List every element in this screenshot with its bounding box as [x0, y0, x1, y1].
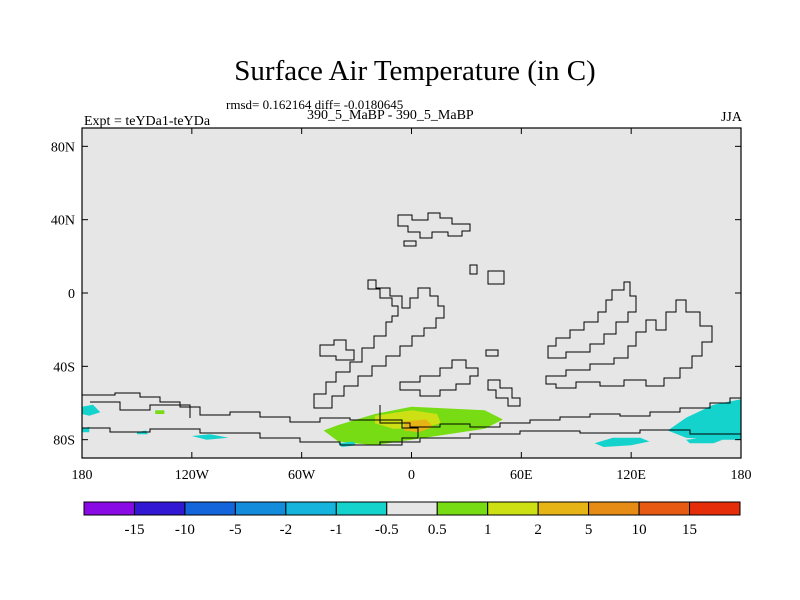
colorbar-label-4: -1: [330, 522, 343, 538]
colorbar-swatch-3: [234, 501, 287, 516]
stats-subtitle: rmsd= 0.162164 diff= -0.0180645: [226, 97, 404, 112]
colorbar-label-11: 15: [682, 522, 697, 538]
colorbar-label-8: 2: [534, 522, 542, 538]
anomaly-region-6: [82, 404, 101, 416]
colorbar: -15 -10 -5 -2 -1 -0.5 0.5 1 2 5 10 15: [83, 501, 741, 538]
y-tick-label-1: 40N: [51, 214, 75, 229]
colorbar-swatch-1: [133, 501, 186, 516]
colorbar-label-9: 5: [585, 522, 593, 538]
x-tick-label-2: 60W: [288, 468, 316, 483]
chart-title: Surface Air Temperature (in C): [234, 55, 596, 87]
colorbar-swatch-7: [436, 501, 489, 516]
experiment-label: Expt = teYDa1-teYDa: [84, 114, 211, 129]
colorbar-swatch-9: [537, 501, 590, 516]
colorbar-swatch-0: [83, 501, 135, 516]
colorbar-label-2: -5: [229, 522, 242, 538]
x-tick-label-4: 60E: [510, 468, 533, 483]
colorbar-label-6: 0.5: [428, 522, 447, 538]
colorbar-swatch-4: [285, 501, 337, 516]
colorbar-swatch-10: [588, 501, 640, 516]
x-tick-label-1: 120W: [175, 468, 210, 483]
x-tick-label-0: 180: [72, 468, 93, 483]
anomaly-region-5: [686, 437, 723, 444]
colorbar-label-3: -2: [280, 522, 293, 538]
coastline: [82, 212, 741, 446]
anomaly-region-2: [404, 419, 434, 433]
y-tick-label-2: 0: [68, 287, 75, 302]
colorbar-label-1: -10: [175, 522, 195, 538]
x-tick-label-6: 180: [731, 468, 752, 483]
map-background: [82, 128, 741, 458]
anomaly-region-8: [191, 434, 229, 440]
anomaly-region-4: [594, 437, 650, 447]
colorbar-label-0: -15: [124, 522, 144, 538]
colorbar-swatch-8: [487, 501, 539, 516]
season-label: JJA: [720, 110, 742, 125]
colorbar-swatch-11: [638, 501, 691, 516]
y-tick-label-3: 40S: [53, 360, 75, 375]
colorbar-swatch-5: [335, 501, 388, 516]
anomaly-region-11: [155, 410, 165, 414]
y-tick-label-4: 80S: [53, 434, 75, 449]
colorbar-label-10: 10: [632, 522, 647, 538]
y-tick-label-0: 80N: [51, 140, 75, 155]
colorbar-swatch-12: [689, 501, 741, 516]
colorbar-swatch-6: [386, 501, 438, 516]
anomaly-region-10: [338, 441, 357, 447]
colorbar-label-7: 1: [484, 522, 492, 538]
x-tick-label-3: 0: [408, 468, 415, 483]
x-axis: 180 120W 60W 0 60E 120E 180: [72, 128, 752, 483]
colorbar-label-5: -0.5: [375, 522, 399, 538]
colorbar-swatch-2: [184, 501, 236, 516]
x-tick-label-5: 120E: [616, 468, 646, 483]
y-axis: 80N 40N 0 40S 80S: [51, 140, 741, 449]
case-subtitle: 390_5_MaBP - 390_5_MaBP: [307, 108, 474, 123]
